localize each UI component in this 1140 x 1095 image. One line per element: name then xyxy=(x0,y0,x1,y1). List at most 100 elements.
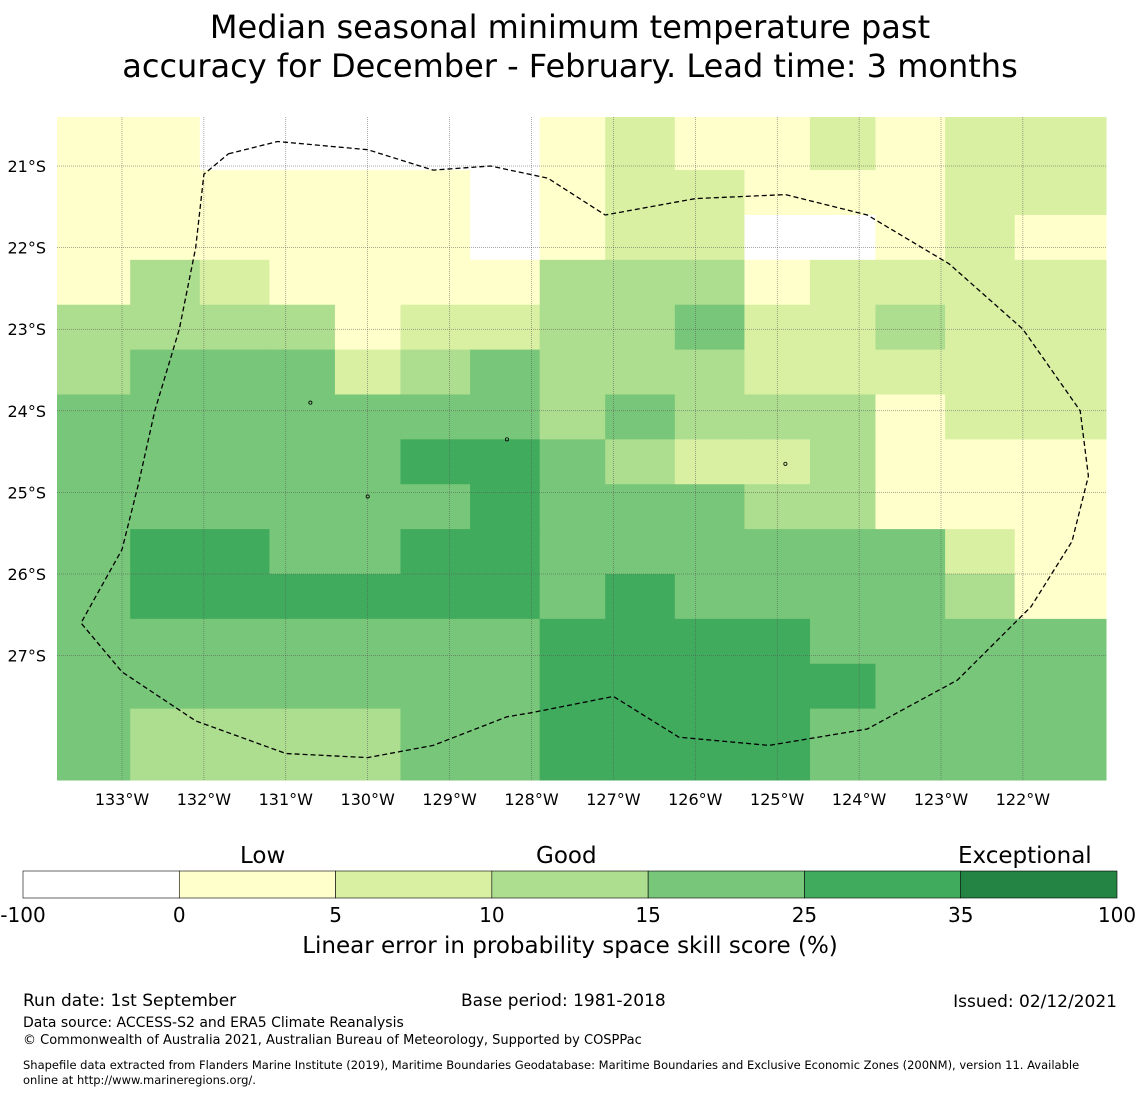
grid-cell xyxy=(674,214,745,261)
longitude-label: 128°W xyxy=(504,790,559,809)
grid-cell xyxy=(199,439,270,485)
grid-cell xyxy=(269,439,336,485)
grid-cell xyxy=(57,529,131,575)
grid-cell xyxy=(674,618,745,665)
grid-cell xyxy=(470,170,541,216)
grid-cell xyxy=(470,574,541,620)
grid-cell xyxy=(1014,394,1107,440)
grid-cell xyxy=(1014,170,1107,216)
grid-cell xyxy=(674,170,745,216)
grid-cell xyxy=(875,304,946,351)
grid-cell xyxy=(875,618,946,665)
latitude-label: 21°S xyxy=(7,157,46,176)
grid-cell xyxy=(809,618,876,665)
grid-cell xyxy=(269,484,336,530)
grid-cell xyxy=(605,439,676,485)
grid-cell xyxy=(199,663,270,710)
grid-cell xyxy=(130,349,201,395)
grid-cell xyxy=(744,663,811,710)
grid-cell xyxy=(199,708,270,781)
grid-cell xyxy=(400,618,471,665)
eez-boundary xyxy=(80,140,1090,759)
grid-cell xyxy=(57,117,131,171)
grid-cell xyxy=(945,394,1016,440)
grid-cell xyxy=(809,214,876,261)
grid-cell xyxy=(945,259,1016,306)
grid-cell xyxy=(674,663,745,710)
grid-cell xyxy=(400,304,471,351)
colorbar-segment xyxy=(335,870,493,899)
grid-cell xyxy=(199,304,270,351)
longitude-labels: 133°W 132°W 131°W 130°W 129°W 128°W 127°W 126°W… xyxy=(95,790,1050,809)
grid-cell xyxy=(744,170,811,216)
colorbar-tick-label: -100 xyxy=(0,903,46,927)
grid-cell xyxy=(1014,708,1107,781)
grid-cell xyxy=(539,529,606,575)
grid-cell xyxy=(674,349,745,395)
grid-cell xyxy=(539,170,606,216)
grid-cell xyxy=(130,574,201,620)
grid-cell xyxy=(57,214,131,261)
grid-cell xyxy=(605,529,676,575)
grid-cell xyxy=(744,574,811,620)
grid-cell xyxy=(875,439,946,485)
skill-grid-cells xyxy=(57,117,1107,781)
grid-cell xyxy=(605,708,676,781)
issued-date: Issued: 02/12/2021 xyxy=(953,992,1117,1012)
grid-cell xyxy=(605,484,676,530)
grid-cell xyxy=(199,349,270,395)
grid-cell xyxy=(605,394,676,440)
grid-cell xyxy=(269,618,336,665)
grid-cell xyxy=(269,574,336,620)
shapefile-credit-line-1: Shapefile data extracted from Flanders M… xyxy=(23,1058,1080,1072)
grid-cell xyxy=(470,214,541,261)
grid-cell xyxy=(945,304,1016,351)
latitude-label: 25°S xyxy=(7,483,46,502)
longitude-label: 133°W xyxy=(95,790,150,809)
grid-cell xyxy=(809,349,876,395)
colorbar-segment xyxy=(647,870,805,899)
longitude-label: 132°W xyxy=(177,790,232,809)
grid-cell xyxy=(674,708,745,781)
grid-cell xyxy=(199,618,270,665)
grid-cell xyxy=(57,484,131,530)
grid-cell xyxy=(130,708,201,781)
colorbar-segment xyxy=(22,870,180,899)
grid-cell xyxy=(875,484,946,530)
grid-cell xyxy=(57,349,131,395)
grid-cell xyxy=(269,708,336,781)
grid-cell xyxy=(400,394,471,440)
grid-cell xyxy=(400,214,471,261)
grid-cell xyxy=(400,484,471,530)
grid-cell xyxy=(875,708,946,781)
grid-cell xyxy=(809,663,876,710)
grid-cell xyxy=(809,117,876,171)
grid-cell xyxy=(875,349,946,395)
grid-cell xyxy=(199,170,270,216)
grid-cell xyxy=(539,574,606,620)
latitude-label: 22°S xyxy=(7,239,46,258)
grid-cell xyxy=(130,259,201,306)
grid-cell xyxy=(334,170,401,216)
grid-cell xyxy=(1014,259,1107,306)
grid-cell xyxy=(470,394,541,440)
grid-cell xyxy=(57,304,131,351)
grid-cell xyxy=(269,214,336,261)
grid-cell xyxy=(130,529,201,575)
longitude-label: 122°W xyxy=(996,790,1051,809)
grid-cell xyxy=(1014,117,1107,171)
grid-cell xyxy=(674,484,745,530)
grid-cell xyxy=(809,708,876,781)
grid-cell xyxy=(470,708,541,781)
grid-cell xyxy=(400,663,471,710)
grid-cell xyxy=(130,618,201,665)
grid-cell xyxy=(875,259,946,306)
grid-cell xyxy=(400,708,471,781)
grid-cell xyxy=(334,574,401,620)
shapefile-credit-line-2: online at http://www.marineregions.org/. xyxy=(23,1073,256,1087)
grid-cell xyxy=(1014,439,1107,485)
grid-cell xyxy=(539,484,606,530)
grid-cell xyxy=(1014,349,1107,395)
grid-cell xyxy=(605,349,676,395)
grid-cell xyxy=(130,394,201,440)
